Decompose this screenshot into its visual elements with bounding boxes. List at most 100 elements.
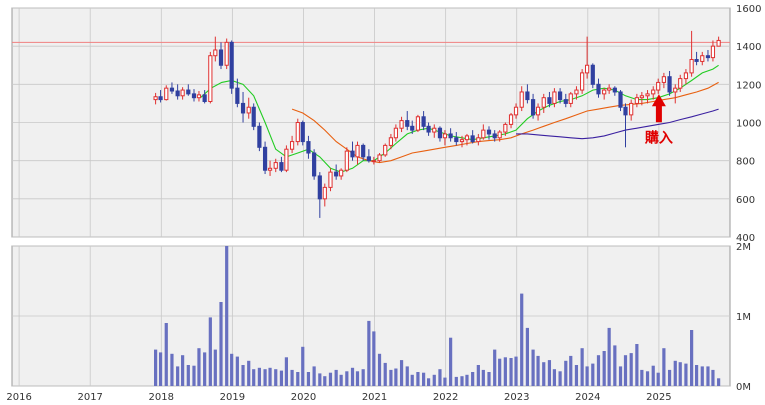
volume-bar (640, 369, 644, 386)
price-tick-label: 1600 (736, 4, 761, 15)
volume-bar (389, 369, 393, 386)
candle-body (639, 95, 644, 99)
candle (513, 103, 519, 119)
candle (574, 86, 579, 100)
candle-body (257, 125, 262, 148)
candle-body (535, 106, 541, 116)
volume-bar (432, 374, 436, 386)
volume-bar (531, 349, 535, 386)
candle (651, 86, 656, 100)
volume-bar (230, 353, 234, 386)
candle-body (410, 125, 415, 131)
volume-bar (645, 371, 650, 386)
candle-body (388, 137, 394, 146)
volume-bar (493, 349, 497, 386)
candle-body (689, 59, 694, 74)
candle (470, 130, 475, 144)
candle (612, 86, 617, 96)
candle (164, 85, 169, 101)
volume-bar (520, 293, 524, 386)
candle (464, 133, 470, 146)
volume-bar (503, 357, 507, 386)
candle-body (289, 141, 295, 150)
volume-bar (312, 366, 316, 386)
candle-body (415, 116, 421, 131)
candle-body (481, 129, 486, 139)
candle (629, 99, 634, 121)
candle-body (300, 122, 305, 143)
volume-bar (355, 371, 360, 386)
candle-body (464, 135, 470, 141)
volume-bar (596, 355, 601, 386)
candle (547, 91, 552, 108)
volume-bar (536, 355, 540, 386)
candle (415, 114, 421, 133)
volume-bar (564, 360, 568, 386)
candle (334, 164, 339, 180)
candle-body (623, 106, 628, 116)
candle-body (350, 150, 355, 158)
candle-body (602, 89, 607, 95)
candle (218, 42, 224, 70)
volume-bar (662, 348, 666, 386)
time-tick-label: 2018 (149, 392, 174, 403)
candle (366, 149, 371, 163)
candle-body (454, 137, 459, 143)
candle (585, 36, 590, 79)
candle (224, 38, 229, 70)
time-tick-label: 2024 (575, 392, 600, 403)
candle-body (366, 156, 371, 162)
volume-bar (471, 372, 475, 386)
volume-bar (345, 371, 349, 386)
candle-body (503, 123, 508, 133)
candle (300, 120, 305, 146)
candle-body (334, 171, 339, 177)
volume-bar (656, 372, 660, 386)
candle-body (180, 89, 185, 97)
volume-bar (591, 363, 595, 386)
candle (344, 147, 349, 173)
volume-bar (607, 327, 611, 386)
volume-bar (213, 349, 217, 386)
candle-body (317, 175, 322, 200)
volume-bar (569, 355, 573, 386)
candle-body (322, 186, 327, 200)
volume-bar (552, 369, 557, 386)
candle (689, 30, 694, 77)
candle-body (448, 133, 453, 139)
candle-body (399, 120, 404, 129)
candle (519, 86, 524, 112)
volume-bar (306, 372, 311, 386)
candle-body (442, 133, 448, 139)
candle-body (513, 106, 519, 116)
buy-arrow-icon (651, 94, 666, 123)
candle-body (590, 64, 595, 85)
candle-body (383, 144, 388, 156)
candle-body (312, 152, 317, 177)
volume-bar (623, 355, 628, 386)
volume-bar (339, 374, 343, 386)
volume-bar (629, 353, 633, 386)
candle-body (426, 125, 431, 133)
volume-bar (602, 351, 606, 386)
volume-bar (263, 369, 267, 386)
candle (158, 90, 163, 103)
candle (421, 111, 426, 131)
candle (694, 51, 699, 66)
candle-body (196, 94, 202, 99)
candle-body (186, 89, 191, 95)
candle (383, 143, 388, 157)
candle (437, 126, 443, 142)
volume-bar (383, 362, 387, 386)
candle-body (661, 76, 666, 83)
time-tick-label: 2025 (646, 392, 671, 403)
volume-bar (235, 356, 239, 386)
candle (169, 82, 175, 94)
price-tick-label: 800 (736, 157, 755, 168)
candle-body (158, 96, 163, 101)
candle (448, 128, 453, 142)
candle (530, 93, 536, 119)
candle (388, 133, 394, 150)
candle-body (371, 160, 376, 163)
